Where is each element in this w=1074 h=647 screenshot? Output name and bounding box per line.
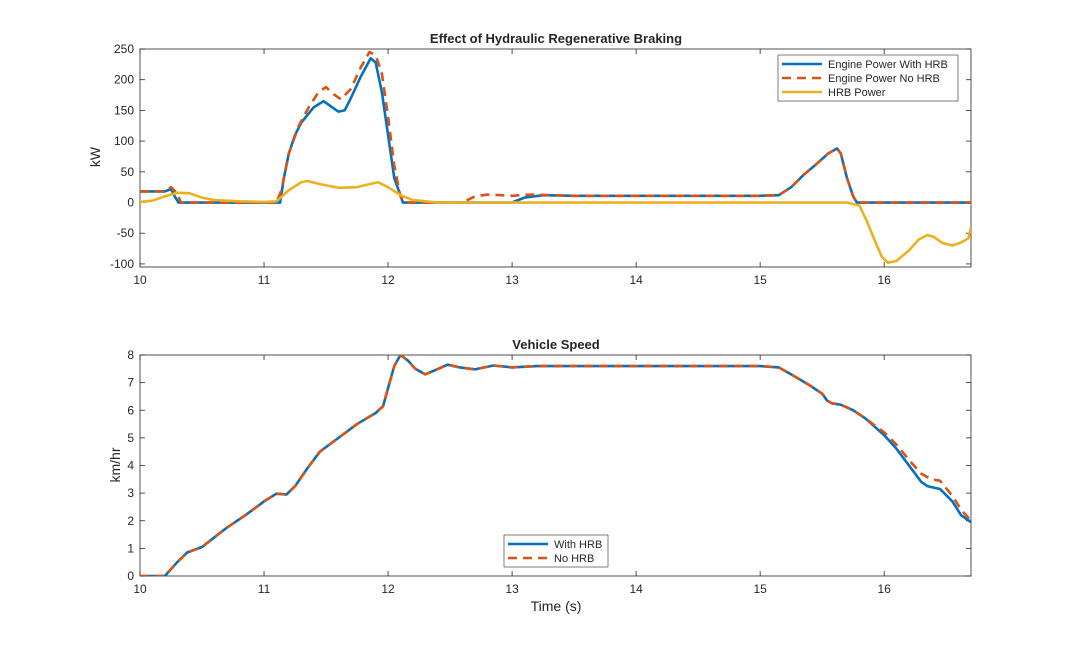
speed-chart-xtick-label: 16 — [877, 582, 891, 596]
speed-chart-title: Vehicle Speed — [512, 337, 599, 352]
speed-chart-xtick-label: 13 — [505, 582, 519, 596]
speed-chart-ytick-label: 1 — [127, 541, 134, 555]
speed-chart-ytick-label: 0 — [127, 569, 134, 583]
power-chart: Effect of Hydraulic Regenerative Braking… — [87, 31, 972, 287]
power-chart-axes-box — [139, 48, 972, 268]
power-chart-ytick-label: 0 — [127, 196, 134, 210]
power-chart-ytick-label: 250 — [114, 42, 134, 56]
speed-chart-legend-label-1: No HRB — [554, 553, 594, 565]
power-chart-xtick-label: 15 — [753, 273, 767, 287]
speed-chart-ytick-label: 8 — [127, 348, 134, 362]
power-chart-legend: Engine Power With HRB Engine Power No HRB… — [777, 54, 959, 102]
power-chart-ytick-label: 50 — [121, 165, 135, 179]
power-chart-xtick-label: 13 — [505, 273, 519, 287]
speed-chart-series-1-line — [140, 355, 971, 576]
power-chart-ytick-label: 150 — [114, 103, 134, 117]
power-chart-ylabel: kW — [87, 146, 103, 167]
power-chart-legend-label-2: HRB Power — [828, 87, 886, 99]
power-chart-title: Effect of Hydraulic Regenerative Braking — [430, 31, 682, 46]
speed-chart-ytick-label: 3 — [127, 486, 134, 500]
power-chart-ytick-label: 100 — [114, 134, 134, 148]
speed-chart-xtick-label: 15 — [753, 582, 767, 596]
power-chart-series-2-line — [140, 179, 971, 264]
power-chart-legend-label-0: Engine Power With HRB — [828, 59, 948, 71]
speed-chart-ytick-label: 5 — [127, 431, 134, 445]
speed-chart-xtick-label: 11 — [258, 582, 271, 596]
power-chart-plot-area: 10 11 12 13 14 15 16 -100 -50 0 50 100 150 200 250 — [110, 42, 972, 287]
power-chart-legend-label-1: Engine Power No HRB — [828, 73, 940, 85]
power-chart-ytick-label: 200 — [114, 73, 134, 87]
power-chart-xtick-label: 14 — [629, 273, 643, 287]
speed-chart-legend-box — [503, 534, 609, 568]
power-chart-xtick-label: 16 — [877, 273, 891, 287]
speed-chart-xlabel: Time (s) — [531, 598, 582, 614]
power-chart-legend-box — [777, 54, 959, 102]
speed-chart-ytick-label: 6 — [127, 403, 134, 417]
power-chart-xtick-label: 10 — [133, 273, 147, 287]
power-chart-ytick-label: -50 — [117, 226, 135, 240]
speed-chart-ytick-label: 7 — [127, 376, 134, 390]
speed-chart: Vehicle Speed km/hr Time (s) 10 11 12 13 14 1… — [107, 337, 972, 614]
speed-chart-xtick-label: 14 — [629, 582, 643, 596]
speed-chart-xtick-label: 10 — [133, 582, 147, 596]
speed-chart-legend: With HRB No HRB — [503, 534, 609, 568]
speed-chart-legend-label-0: With HRB — [554, 539, 602, 551]
power-chart-xtick-label: 12 — [381, 273, 395, 287]
speed-chart-ytick-label: 2 — [127, 514, 134, 528]
speed-chart-xtick-label: 12 — [381, 582, 395, 596]
power-chart-xtick-label: 11 — [258, 273, 271, 287]
speed-chart-ylabel: km/hr — [107, 447, 123, 482]
speed-chart-ytick-label: 4 — [127, 459, 134, 473]
power-chart-ytick-label: -100 — [110, 257, 134, 271]
